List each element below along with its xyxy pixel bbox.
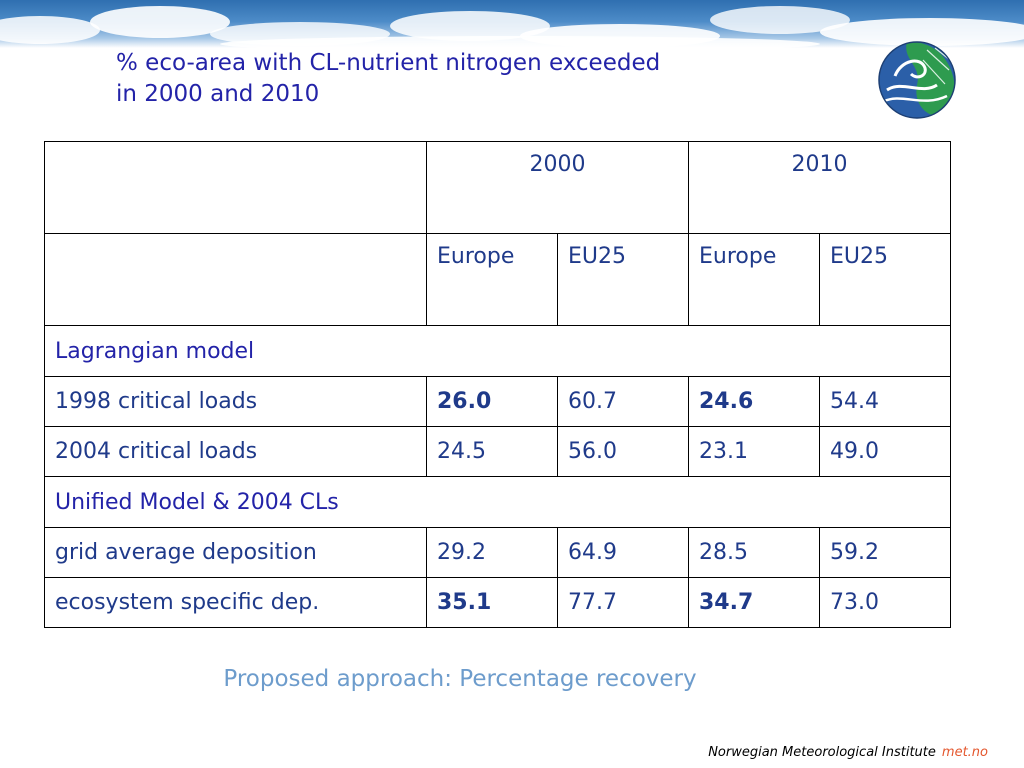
row-label: ecosystem specific dep.: [44, 577, 427, 628]
table-row: ecosystem specific dep. 35.1 77.7 34.7 7…: [44, 577, 951, 628]
section-row-lagrangian: Lagrangian model: [44, 325, 951, 377]
value-cell: 23.1: [688, 426, 820, 477]
value-cell: 49.0: [819, 426, 951, 477]
section-label: Lagrangian model: [44, 325, 951, 377]
year-header-2010: 2010: [688, 141, 951, 234]
year-header-row: 2000 2010: [44, 141, 951, 234]
value-cell: 29.2: [426, 527, 558, 578]
value-cell: 60.7: [557, 376, 689, 427]
footer: Norwegian Meteorological Institute met.no: [708, 745, 988, 760]
table-row: 1998 critical loads 26.0 60.7 24.6 54.4: [44, 376, 951, 427]
value-cell: 64.9: [557, 527, 689, 578]
slide-title: % eco-area with CL-nutrient nitrogen exc…: [116, 48, 660, 110]
value-cell: 34.7: [688, 577, 820, 628]
empty-header-cell: [44, 233, 427, 326]
section-row-unified-model: Unified Model & 2004 CLs: [44, 476, 951, 528]
section-label: Unified Model & 2004 CLs: [44, 476, 951, 528]
sky-header-band: [0, 0, 1024, 48]
empty-header-cell: [44, 141, 427, 234]
region-header-cell: EU25: [819, 233, 951, 326]
value-cell: 28.5: [688, 527, 820, 578]
value-cell: 77.7: [557, 577, 689, 628]
title-line-1: % eco-area with CL-nutrient nitrogen exc…: [116, 50, 661, 76]
approach-subtitle: Proposed approach: Percentage recovery: [223, 666, 697, 692]
title-line-2: in 2000 and 2010: [116, 81, 320, 107]
year-header-2000: 2000: [426, 141, 689, 234]
value-cell: 24.5: [426, 426, 558, 477]
region-header-row: Europe EU25 Europe EU25: [44, 233, 951, 326]
nitrogen-exceedance-table: 2000 2010 Europe EU25 Europe EU25 Lagran…: [44, 141, 951, 628]
value-cell: 26.0: [426, 376, 558, 427]
footer-brand: met.no: [941, 745, 988, 760]
footer-institute: Norwegian Meteorological Institute: [708, 745, 936, 760]
met-no-globe-logo-icon: [878, 41, 956, 119]
cloud-decoration: [0, 6, 1024, 48]
row-label: 1998 critical loads: [44, 376, 427, 427]
table-row: 2004 critical loads 24.5 56.0 23.1 49.0: [44, 426, 951, 477]
region-header-cell: EU25: [557, 233, 689, 326]
table-row: grid average deposition 29.2 64.9 28.5 5…: [44, 527, 951, 578]
value-cell: 73.0: [819, 577, 951, 628]
value-cell: 56.0: [557, 426, 689, 477]
row-label: grid average deposition: [44, 527, 427, 578]
value-cell: 24.6: [688, 376, 820, 427]
row-label: 2004 critical loads: [44, 426, 427, 477]
region-header-cell: Europe: [426, 233, 558, 326]
value-cell: 59.2: [819, 527, 951, 578]
value-cell: 35.1: [426, 577, 558, 628]
region-header-cell: Europe: [688, 233, 820, 326]
value-cell: 54.4: [819, 376, 951, 427]
